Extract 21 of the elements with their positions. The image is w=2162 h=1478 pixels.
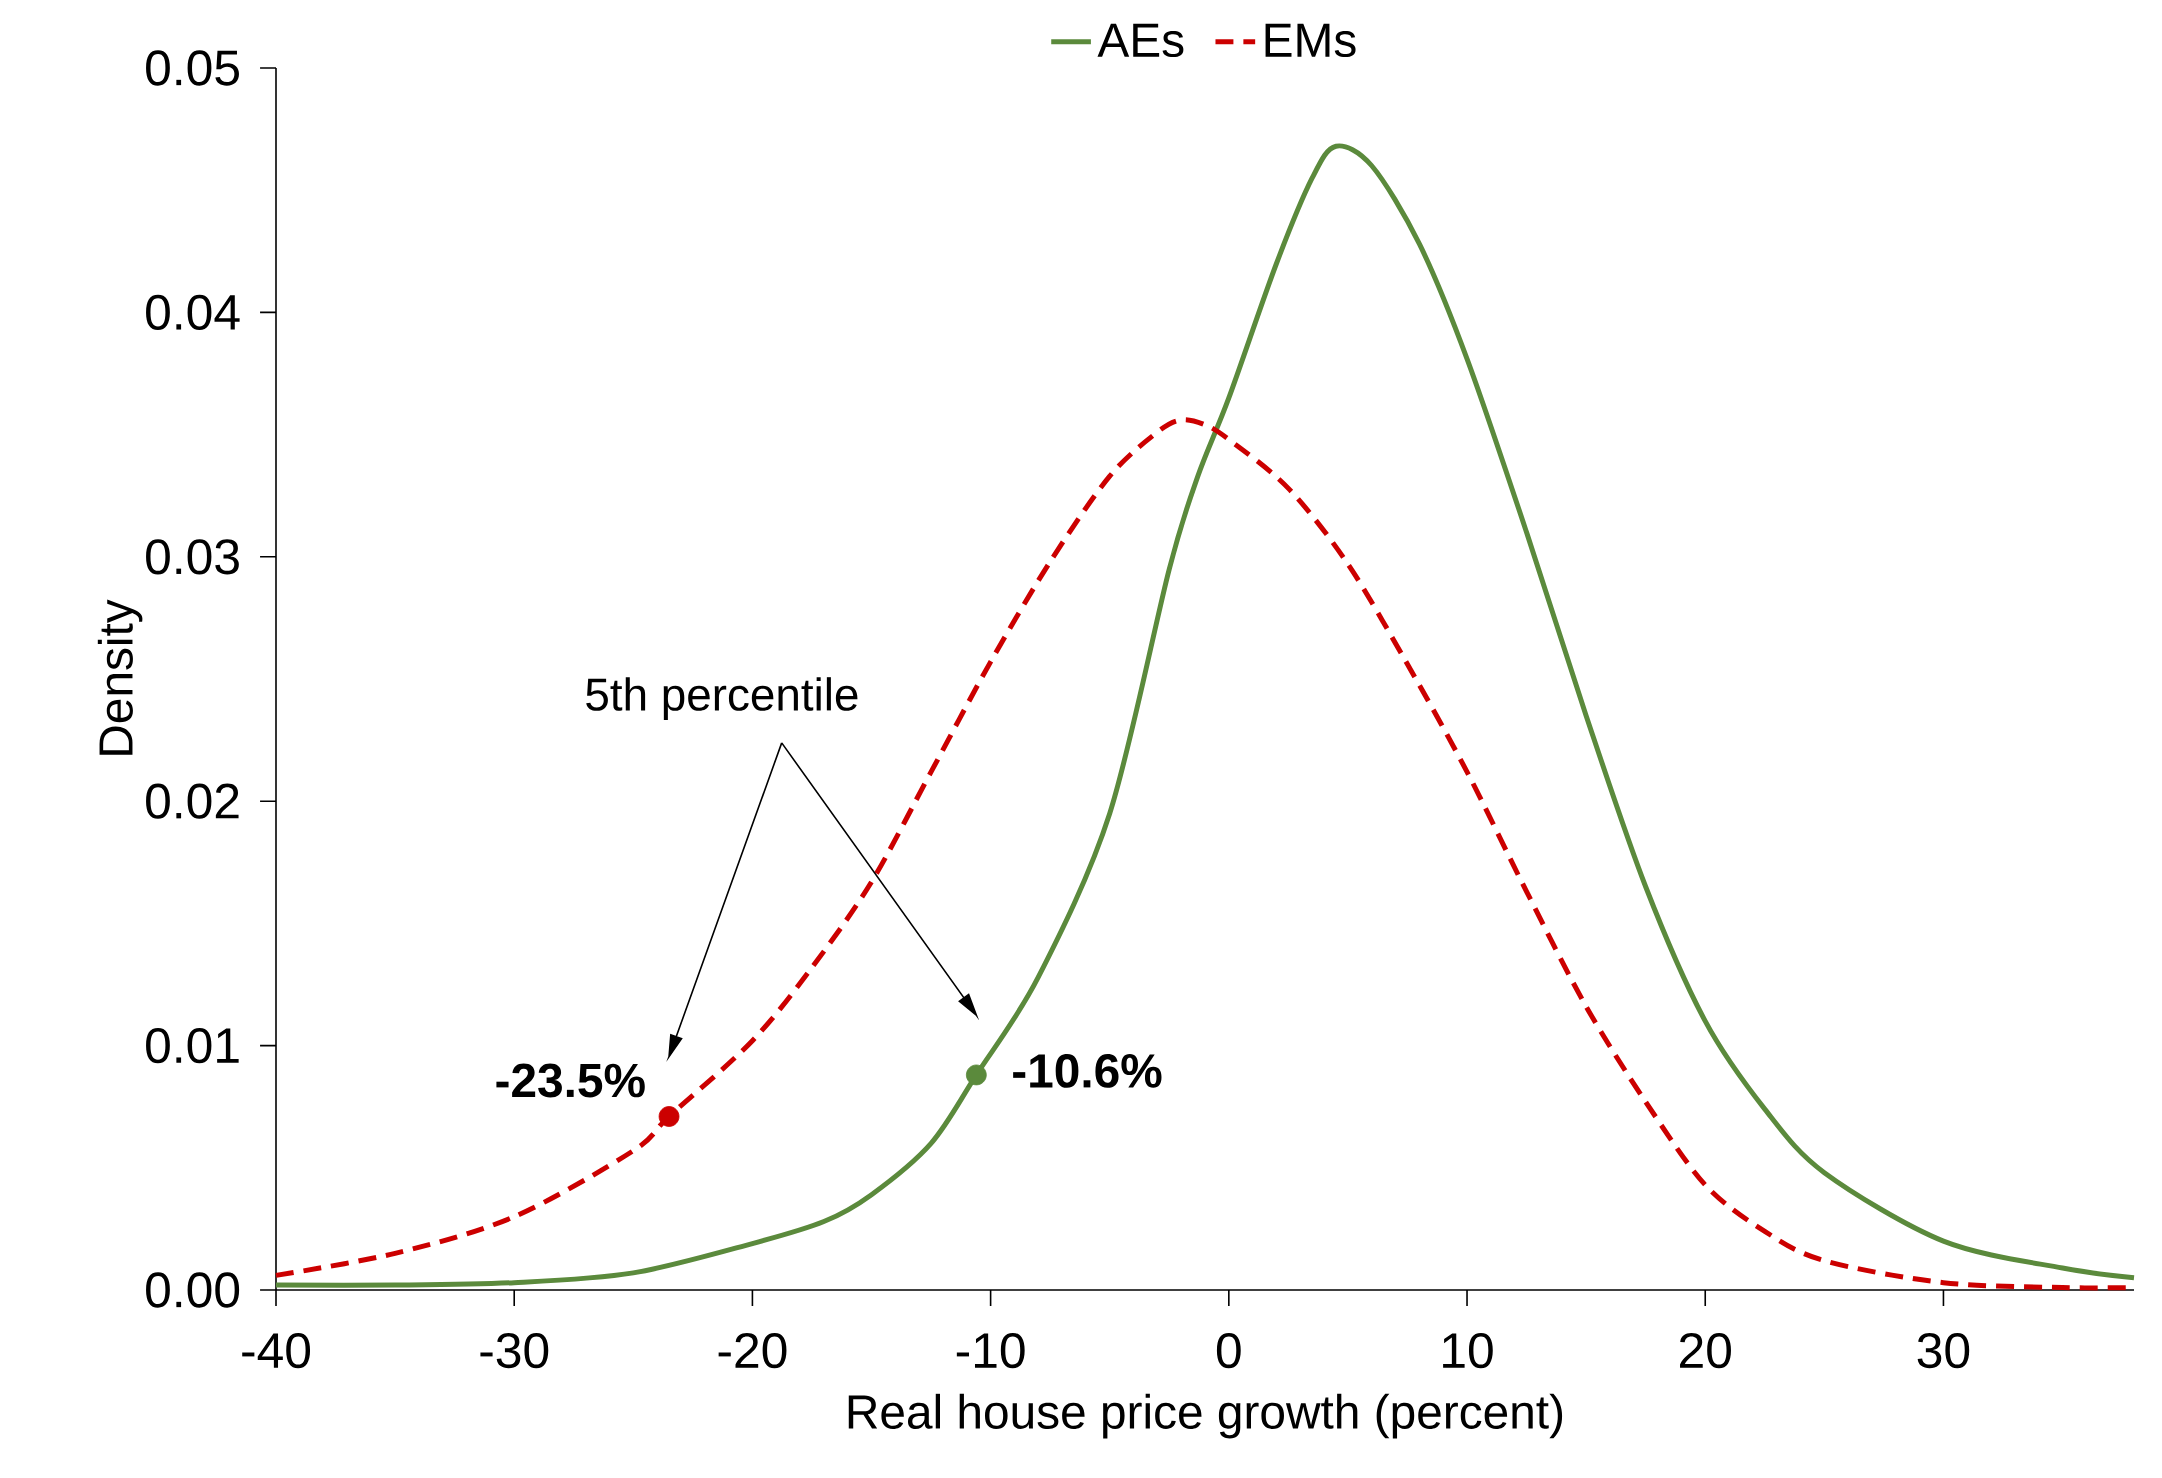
x-tick-label: -10 <box>956 1332 1025 1369</box>
y-tick-label: 0.01 <box>146 1027 239 1064</box>
x-tick-label: -20 <box>718 1332 787 1369</box>
x-tick-label: 10 <box>1443 1332 1493 1369</box>
y-tick-label: 0.03 <box>146 539 239 575</box>
annotation: 5th percentile <box>586 677 858 720</box>
x-axis-title: Real house price growth (percent) <box>848 1393 1563 1439</box>
y-axis-title: Density <box>97 599 143 755</box>
legend-label: EMs <box>1265 23 1356 58</box>
x-tick-label: -30 <box>480 1332 549 1369</box>
annotation: -10.6% <box>1013 1054 1162 1088</box>
y-tick-label: 0.00 <box>146 1272 240 1308</box>
y-tick-label: 0.05 <box>146 50 239 86</box>
x-tick-label: 20 <box>1680 1332 1731 1369</box>
annotation: -23.5% <box>496 1063 645 1098</box>
x-tick-label: -40 <box>242 1332 311 1369</box>
y-tick-label: 0.02 <box>146 783 239 819</box>
legend-label: AEs <box>1097 23 1184 58</box>
y-tick-label: 0.04 <box>146 294 240 331</box>
x-tick-label: 30 <box>1917 1332 1970 1369</box>
x-tick-label: 0 <box>1216 1332 1241 1369</box>
